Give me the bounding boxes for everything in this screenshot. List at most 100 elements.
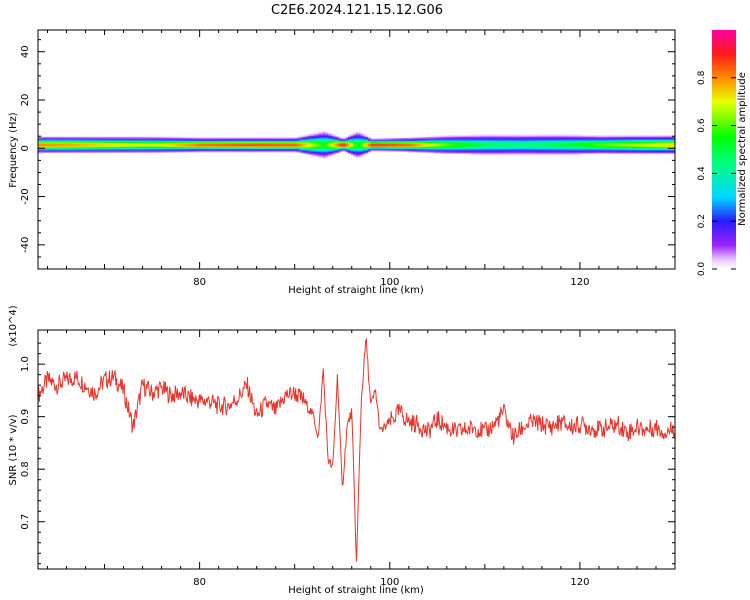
heatmap-cell <box>393 141 396 144</box>
heatmap-cell <box>588 152 591 155</box>
heatmap-cell <box>158 141 161 144</box>
heatmap-cell <box>508 139 511 141</box>
heatmap-cell <box>538 144 541 146</box>
heatmap-cell <box>295 142 299 145</box>
heatmap-cell <box>143 144 146 146</box>
heatmap-cell <box>113 151 116 153</box>
heatmap-cell <box>578 138 581 140</box>
heatmap-cell <box>330 153 334 156</box>
heatmap-cell <box>200 141 204 144</box>
heatmap-cell <box>470 150 474 152</box>
heatmap-cell <box>398 140 401 142</box>
heatmap-cell <box>435 135 439 138</box>
heatmap-cell <box>238 147 241 150</box>
heatmap-cell <box>215 141 219 144</box>
heatmap-cell <box>215 140 219 142</box>
heatmap-cell <box>648 152 651 155</box>
heatmap-cell <box>278 151 281 153</box>
heatmap-cell <box>43 144 46 146</box>
heatmap-cell <box>638 146 641 148</box>
heatmap-cell <box>345 136 349 139</box>
heatmap-cell <box>670 146 674 148</box>
heatmap-cell <box>60 151 64 153</box>
heatmap-cell <box>538 141 541 144</box>
heatmap-cell <box>660 135 664 138</box>
heatmap-cell <box>573 145 576 147</box>
heatmap-cell <box>620 144 624 146</box>
heatmap-cell <box>323 154 326 157</box>
heatmap-cell <box>150 138 154 140</box>
heatmap-cell <box>653 136 656 139</box>
heatmap-cell <box>50 146 54 148</box>
heatmap-cell <box>313 150 316 152</box>
heatmap-cell <box>643 150 646 152</box>
heatmap-cell <box>240 145 244 147</box>
heatmap-cell <box>228 145 231 147</box>
heatmap-cell <box>215 145 219 147</box>
heatmap-cell <box>355 154 359 157</box>
heatmap-cell <box>190 140 194 142</box>
heatmap-cell <box>613 140 616 142</box>
heatmap-cell <box>313 141 316 144</box>
heatmap-cell <box>323 148 326 151</box>
heatmap-cell <box>158 140 161 142</box>
heatmap-cell <box>95 142 99 145</box>
heatmap-cell <box>38 138 41 140</box>
heatmap-cell <box>393 145 396 147</box>
heatmap-cell <box>505 152 509 155</box>
heatmap-cell <box>355 139 359 141</box>
heatmap-cell <box>225 150 229 152</box>
heatmap-cell <box>553 135 556 138</box>
heatmap-cell <box>530 141 534 144</box>
heatmap-cell <box>368 141 371 144</box>
heatmap-cell <box>263 150 266 152</box>
heatmap-cell <box>615 145 619 147</box>
heatmap-cell <box>523 152 526 155</box>
heatmap-cell <box>345 142 349 145</box>
heatmap-cell <box>160 151 164 153</box>
heatmap-cell <box>343 144 346 146</box>
heatmap-cell <box>50 148 54 151</box>
heatmap-cell <box>328 152 331 155</box>
heatmap-cell <box>100 147 104 150</box>
heatmap-cell <box>593 142 596 145</box>
heatmap-cell <box>293 136 296 139</box>
heatmap-cell <box>100 141 104 144</box>
heatmap-cell <box>568 146 571 148</box>
heatmap-cell <box>340 139 344 141</box>
heatmap-cell <box>548 146 551 148</box>
heatmap-cell <box>560 148 564 151</box>
heatmap-cell <box>295 145 299 147</box>
heatmap-cell <box>280 148 284 151</box>
heatmap-cell <box>248 151 251 153</box>
heatmap-cell <box>108 138 111 140</box>
heatmap-cell <box>575 153 579 156</box>
heatmap-cell <box>323 145 326 147</box>
heatmap-cell <box>428 138 431 140</box>
heatmap-cell <box>615 141 619 144</box>
heatmap-cell <box>455 150 459 152</box>
heatmap-cell <box>243 145 246 147</box>
heatmap-cell <box>508 147 511 150</box>
heatmap-cell <box>163 150 166 152</box>
heatmap-cell <box>620 138 624 140</box>
heatmap-cell <box>150 139 154 141</box>
heatmap-cell <box>603 152 606 155</box>
heatmap-cell <box>523 140 526 142</box>
heatmap-cell <box>633 150 636 152</box>
heatmap-cell <box>120 144 124 146</box>
heatmap-cell <box>533 153 536 156</box>
heatmap-cell <box>285 142 289 145</box>
heatmap-cell <box>598 148 601 151</box>
heatmap-cell <box>658 147 661 150</box>
heatmap-cell <box>315 151 319 153</box>
heatmap-cell <box>183 138 186 140</box>
heatmap-cell <box>353 150 356 152</box>
heatmap-cell <box>643 144 646 146</box>
heatmap-cell <box>38 151 41 153</box>
heatmap-cell <box>373 150 376 152</box>
heatmap-cell <box>553 151 556 153</box>
heatmap-cell <box>635 144 639 146</box>
heatmap-cell <box>268 146 271 148</box>
heatmap-cell <box>80 140 84 142</box>
